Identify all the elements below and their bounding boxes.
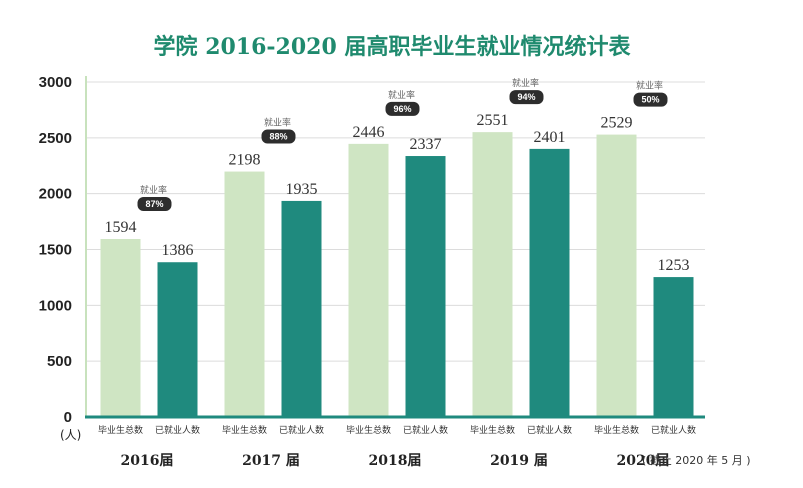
value-label: 2337 [410,136,442,153]
series-label: 毕业生总数 [470,424,515,436]
value-label: 1594 [105,219,137,236]
rate-title: 就业率 [388,89,415,101]
value-label: 2529 [601,115,633,132]
rate-title: 就业率 [512,77,539,89]
value-label: 2198 [229,152,261,169]
bar-graduates [596,134,637,417]
bar-graduates [100,239,141,417]
series-label: 已就业人数 [651,424,696,436]
rate-badge [137,197,172,212]
rate-value: 96% [393,104,411,114]
category-label: 2019 届 [490,453,548,469]
bars [100,132,694,417]
bar-employed [653,277,694,417]
series-label: 毕业生总数 [594,424,639,436]
rate-badge [509,90,544,105]
bar-employed [405,156,446,417]
value-label: 2401 [534,129,566,146]
value-label: 2446 [353,124,385,141]
rate-title: 就业率 [264,117,291,129]
series-label: 毕业生总数 [346,424,391,436]
y-tick-label: 1000 [39,297,72,314]
value-label: 1253 [658,257,690,274]
category-label: 2016届 [121,453,174,469]
rate-badges: 就业率 87% 就业率 88% 就业率 96% 就业率 94% 就业率 50% [137,77,668,212]
rate-title: 就业率 [140,184,167,196]
rate-value: 88% [269,132,287,142]
value-label: 1935 [286,181,318,198]
category-label: 2018届 [369,453,422,469]
rate-badge [261,129,296,144]
series-label: 已就业人数 [403,424,448,436]
rate-badge [633,92,668,107]
bar-employed [529,148,570,417]
series-label: 毕业生总数 [222,424,267,436]
category-label: 2020届 [617,453,670,469]
y-axis-unit: (人) [60,428,81,442]
y-tick-label: 500 [47,353,72,370]
bar-graduates [224,171,265,417]
chart-title: 学院 2016-2020 届高职毕业生就业情况统计表 [154,34,632,60]
rate-value: 87% [145,199,163,209]
value-labels: 1594 1386 2198 1935 2446 2337 2551 2401 2529 1253 [105,112,690,274]
series-label: 已就业人数 [155,424,200,436]
category-label: 2017 届 [242,453,300,469]
value-label: 2551 [477,112,509,129]
date-note: ( 截止 2020 年 5 月 ) [642,453,751,467]
bar-employed [157,262,198,417]
series-label: 毕业生总数 [98,424,143,436]
series-label: 已就业人数 [279,424,324,436]
rate-badge [385,101,420,116]
series-label: 已就业人数 [527,424,572,436]
value-label: 1386 [162,242,194,259]
rate-value: 50% [641,95,659,105]
bar-employed [281,200,322,417]
bar-graduates [348,143,389,417]
y-tick-label: 3000 [39,74,72,91]
bar-graduates [472,132,513,417]
y-tick-label: 1500 [39,242,72,259]
y-tick-label: 2000 [39,186,72,203]
y-tick-label: 2500 [39,130,72,147]
y-axis: 0 500 1000 1500 2000 2500 3000 [39,74,87,426]
rate-title: 就业率 [636,80,663,92]
rate-value: 94% [517,92,535,102]
y-tick-label: 0 [64,409,72,426]
